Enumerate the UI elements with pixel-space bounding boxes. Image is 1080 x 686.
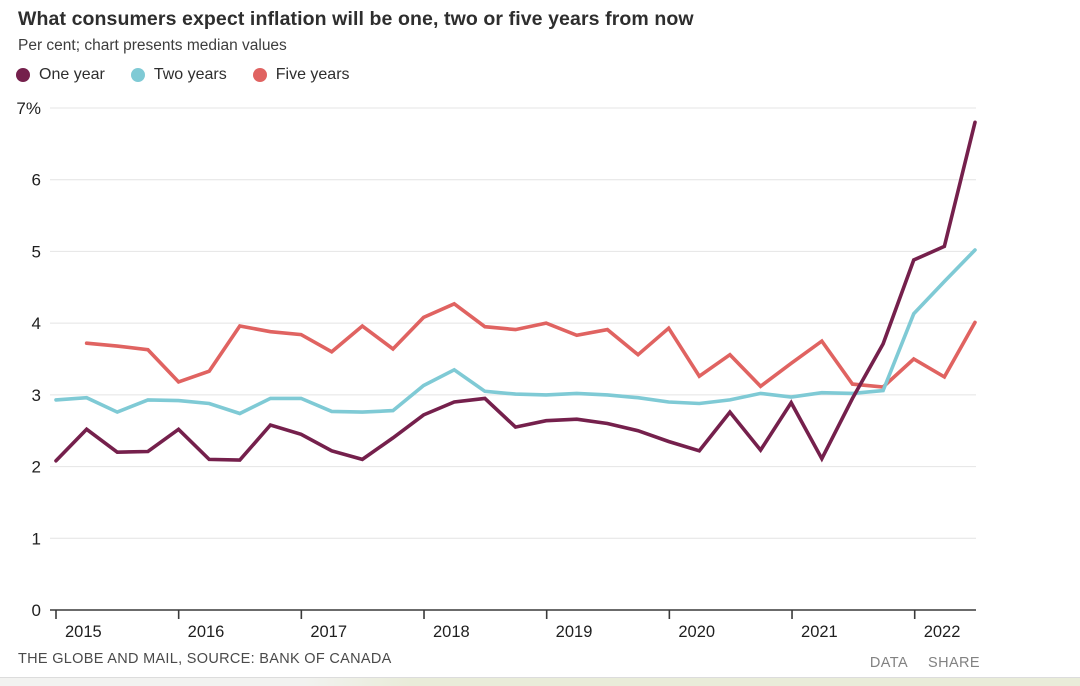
chart-title: What consumers expect inflation will be … bbox=[18, 8, 694, 30]
gridlines bbox=[50, 107, 976, 539]
x-tick-label: 2016 bbox=[188, 623, 225, 641]
legend-label-one-year: One year bbox=[39, 66, 105, 83]
x-tick-label: 2017 bbox=[310, 623, 347, 641]
x-tick-label: 2020 bbox=[678, 623, 715, 641]
y-tick-label: 5 bbox=[32, 242, 41, 261]
legend-dot-one-year-icon bbox=[16, 68, 30, 82]
source-credit: THE GLOBE AND MAIL, SOURCE: BANK OF CANA… bbox=[18, 651, 392, 667]
y-tick-label: 4 bbox=[32, 314, 41, 333]
y-tick-label: 6 bbox=[32, 171, 41, 190]
y-tick-label: 1 bbox=[32, 529, 41, 548]
legend-label-two-years: Two years bbox=[153, 66, 227, 83]
page-below-strip bbox=[0, 677, 1080, 686]
series-lines bbox=[54, 120, 977, 463]
legend-dot-two-years-icon bbox=[130, 68, 145, 82]
data-button[interactable]: DATA bbox=[869, 655, 909, 671]
x-tick-label: 2015 bbox=[65, 623, 102, 641]
y-tick-label: 2 bbox=[32, 458, 41, 477]
legend-item-five-years: Five years bbox=[252, 66, 350, 84]
legend-label-five-years: Five years bbox=[275, 66, 350, 83]
footer-actions: DATA SHARE bbox=[870, 655, 980, 671]
chart-legend: One year Two years Five years bbox=[16, 66, 350, 84]
series-line-five-years bbox=[84, 301, 977, 389]
y-tick-label: 7% bbox=[16, 99, 41, 118]
legend-dot-five-years-icon bbox=[252, 68, 267, 82]
legend-item-one-year: One year bbox=[16, 66, 105, 84]
chart-subtitle: Per cent; chart presents median values bbox=[18, 37, 287, 54]
y-tick-label: 0 bbox=[32, 601, 41, 620]
x-tick-label: 2021 bbox=[801, 623, 838, 641]
axis-labels: 7% 6 5 4 3 2 1 0 2015 2016 2017 2018 2019 2020 2021 202… bbox=[16, 99, 960, 641]
axes bbox=[50, 609, 976, 619]
legend-item-two-years: Two years bbox=[130, 66, 227, 84]
series-line-two-years bbox=[54, 248, 977, 416]
x-tick-label: 2018 bbox=[433, 623, 470, 641]
x-tick-label: 2022 bbox=[924, 623, 961, 641]
share-button[interactable]: SHARE bbox=[928, 655, 980, 671]
y-tick-label: 3 bbox=[32, 386, 41, 405]
series-line-one-year bbox=[54, 120, 977, 463]
x-tick-label: 2019 bbox=[556, 623, 593, 641]
